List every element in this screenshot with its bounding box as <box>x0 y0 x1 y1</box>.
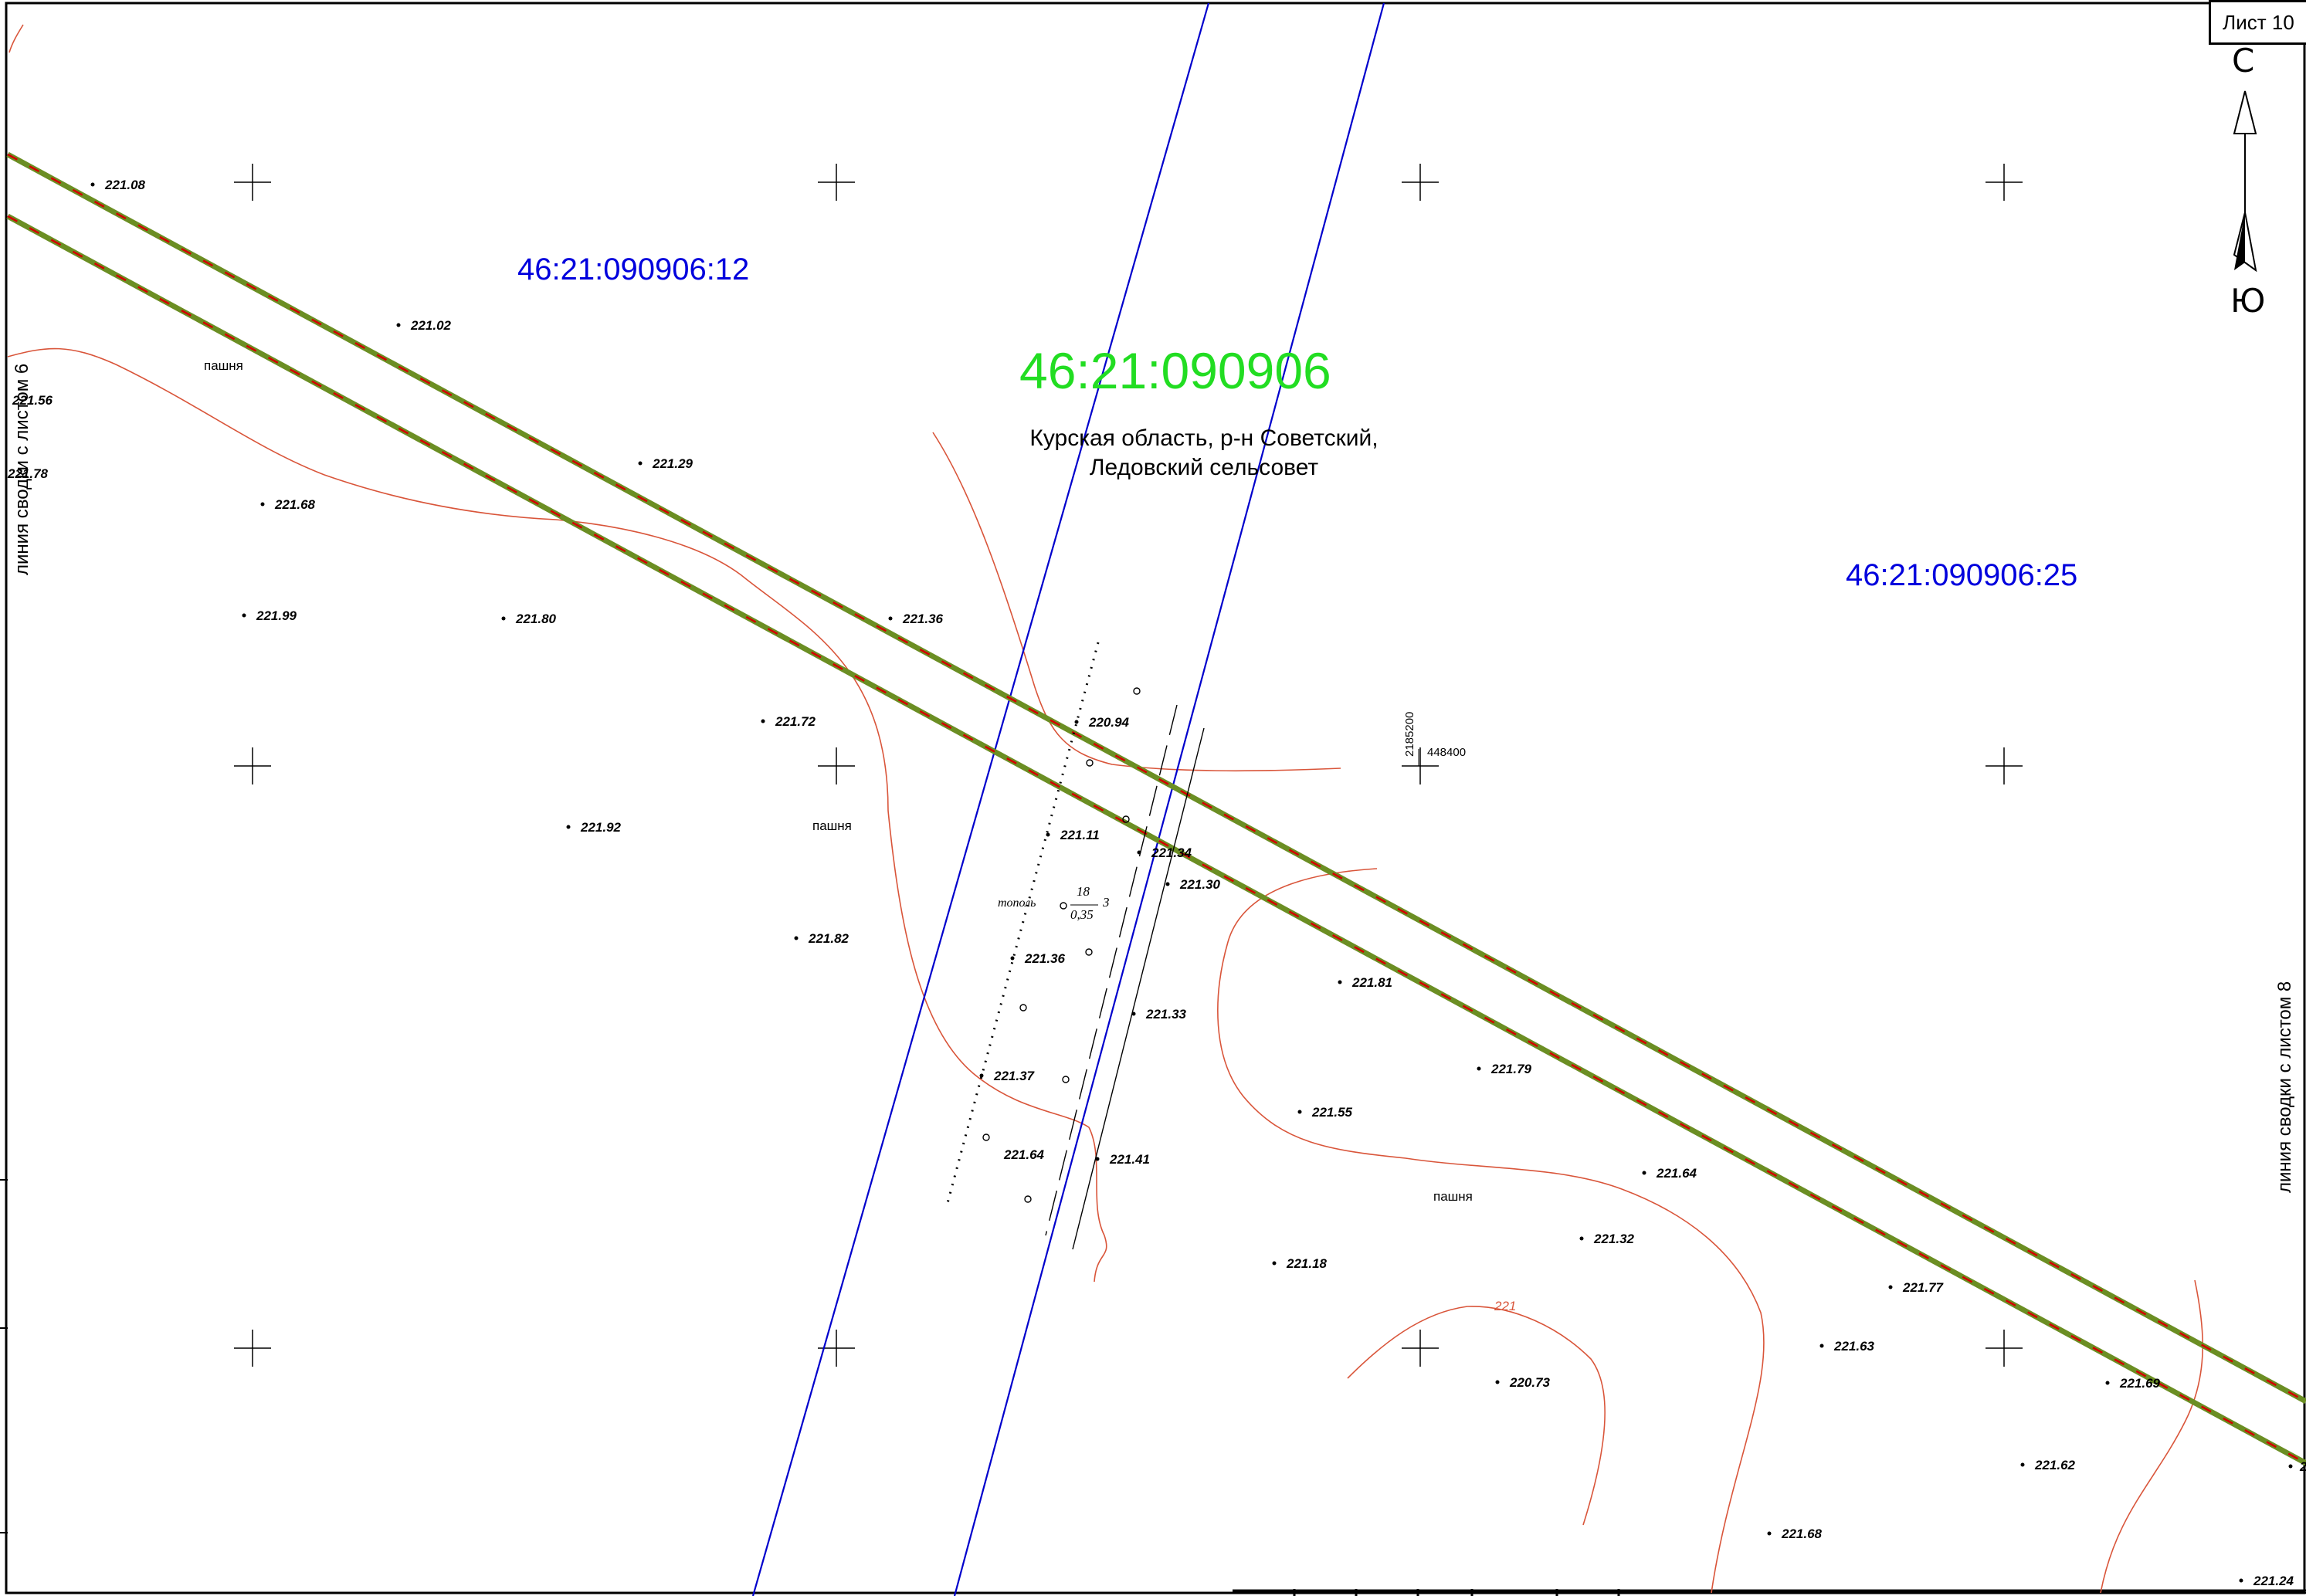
elevation-label: 220.94 <box>1088 715 1130 730</box>
elevation-label: 221.08 <box>104 178 146 192</box>
tree-count: 3 <box>1102 895 1110 910</box>
parcel-label-2: 46:21:090906:25 <box>1846 558 2077 592</box>
north-arrow: С Ю <box>2230 42 2265 320</box>
elevation-label: 221.30 <box>1179 877 1221 892</box>
address-line-1: Курская область, р-н Советский, <box>1029 425 1378 451</box>
elevation-label: 221.24 <box>2253 1574 2294 1588</box>
elevation-label: 221.81 <box>1351 975 1392 990</box>
contour-lines <box>7 24 2203 1594</box>
elevation-label: 221.11 <box>1060 828 1100 842</box>
elevation-label: 221.77 <box>1902 1280 1945 1295</box>
right-stitch-label: линия сводки с листом 8 <box>2274 981 2295 1193</box>
elevation-label: 221.36 <box>1024 951 1066 966</box>
land-use-label: пашня <box>204 358 243 373</box>
elevation-label: 220.73 <box>1509 1375 1551 1390</box>
elevation-label: 221.02 <box>410 318 452 333</box>
south-letter: Ю <box>2230 282 2265 320</box>
elevation-label: 221.36 <box>902 612 944 626</box>
land-use-label: пашня <box>1433 1189 1473 1204</box>
elevation-label: 221.34 <box>1151 845 1192 860</box>
tree-markers <box>982 687 1141 1203</box>
elevation-label: 221.69 <box>2119 1376 2161 1391</box>
dashed-path <box>1045 704 1178 1236</box>
tree-row-dotted <box>946 642 1100 1204</box>
elevation-label: 221.63 <box>1833 1339 1875 1354</box>
elevation-label: 221.72 <box>775 714 816 729</box>
elevation-label: 221.56 <box>12 393 53 408</box>
elevation-label: 221.79 <box>1490 1062 1532 1076</box>
quarter-number: 46:21:090906 <box>1019 342 1331 399</box>
elevation-label: 221.62 <box>2034 1458 2076 1472</box>
grid-x-label: 2185200 <box>1403 712 1416 757</box>
north-letter: С <box>2232 42 2254 80</box>
elevation-label: 221.55 <box>1311 1105 1353 1120</box>
elevation-label: 221.64 <box>1003 1147 1045 1162</box>
grid-crosses <box>234 164 2023 1367</box>
address-line-2: Ледовский сельсовет <box>1090 455 1319 480</box>
parcel-boundary <box>751 2 1385 1596</box>
tree-diameter: 0,35 <box>1070 907 1094 922</box>
sheet-number-label: Лист 10 <box>2209 0 2306 45</box>
elevation-label: 221.80 <box>515 612 557 626</box>
fence-line <box>1072 727 1205 1250</box>
elevation-label: 221.32 <box>1593 1232 1635 1246</box>
elevation-label: 2 <box>2299 1459 2306 1474</box>
elevation-points: 221.08 221.02 221.56 221.78 221.29 221.6… <box>7 178 2306 1588</box>
parcel-label-1: 46:21:090906:12 <box>517 252 749 286</box>
elevation-label: 221.29 <box>652 456 693 471</box>
elevation-label: 221.41 <box>1109 1152 1150 1167</box>
elevation-label: 221.64 <box>1656 1166 1697 1181</box>
elevation-label: 221.37 <box>993 1069 1036 1083</box>
elevation-label: 221.33 <box>1145 1007 1187 1022</box>
elevation-label: 221.68 <box>274 497 316 512</box>
elevation-label: 221.78 <box>7 466 49 481</box>
elevation-label: 221.18 <box>1286 1256 1328 1271</box>
land-use-label: пашня <box>812 818 852 833</box>
tree-species: тополь <box>998 896 1036 910</box>
bottom-ruler <box>1233 1589 2306 1596</box>
elevation-label: 221.82 <box>808 931 849 946</box>
tree-height: 18 <box>1077 884 1090 899</box>
elevation-label: 221.99 <box>256 608 297 623</box>
left-stitch-label: линия сводки с листом 6 <box>12 364 32 575</box>
elevation-label: 221.92 <box>580 820 622 835</box>
elevation-label: 221.68 <box>1781 1527 1823 1541</box>
road-strip <box>6 151 2306 1466</box>
grid-y-label: 448400 <box>1427 746 1466 759</box>
left-ruler <box>0 1179 8 1533</box>
contour-label: 221 <box>1494 1299 1516 1313</box>
map-frame <box>5 2 2306 1594</box>
